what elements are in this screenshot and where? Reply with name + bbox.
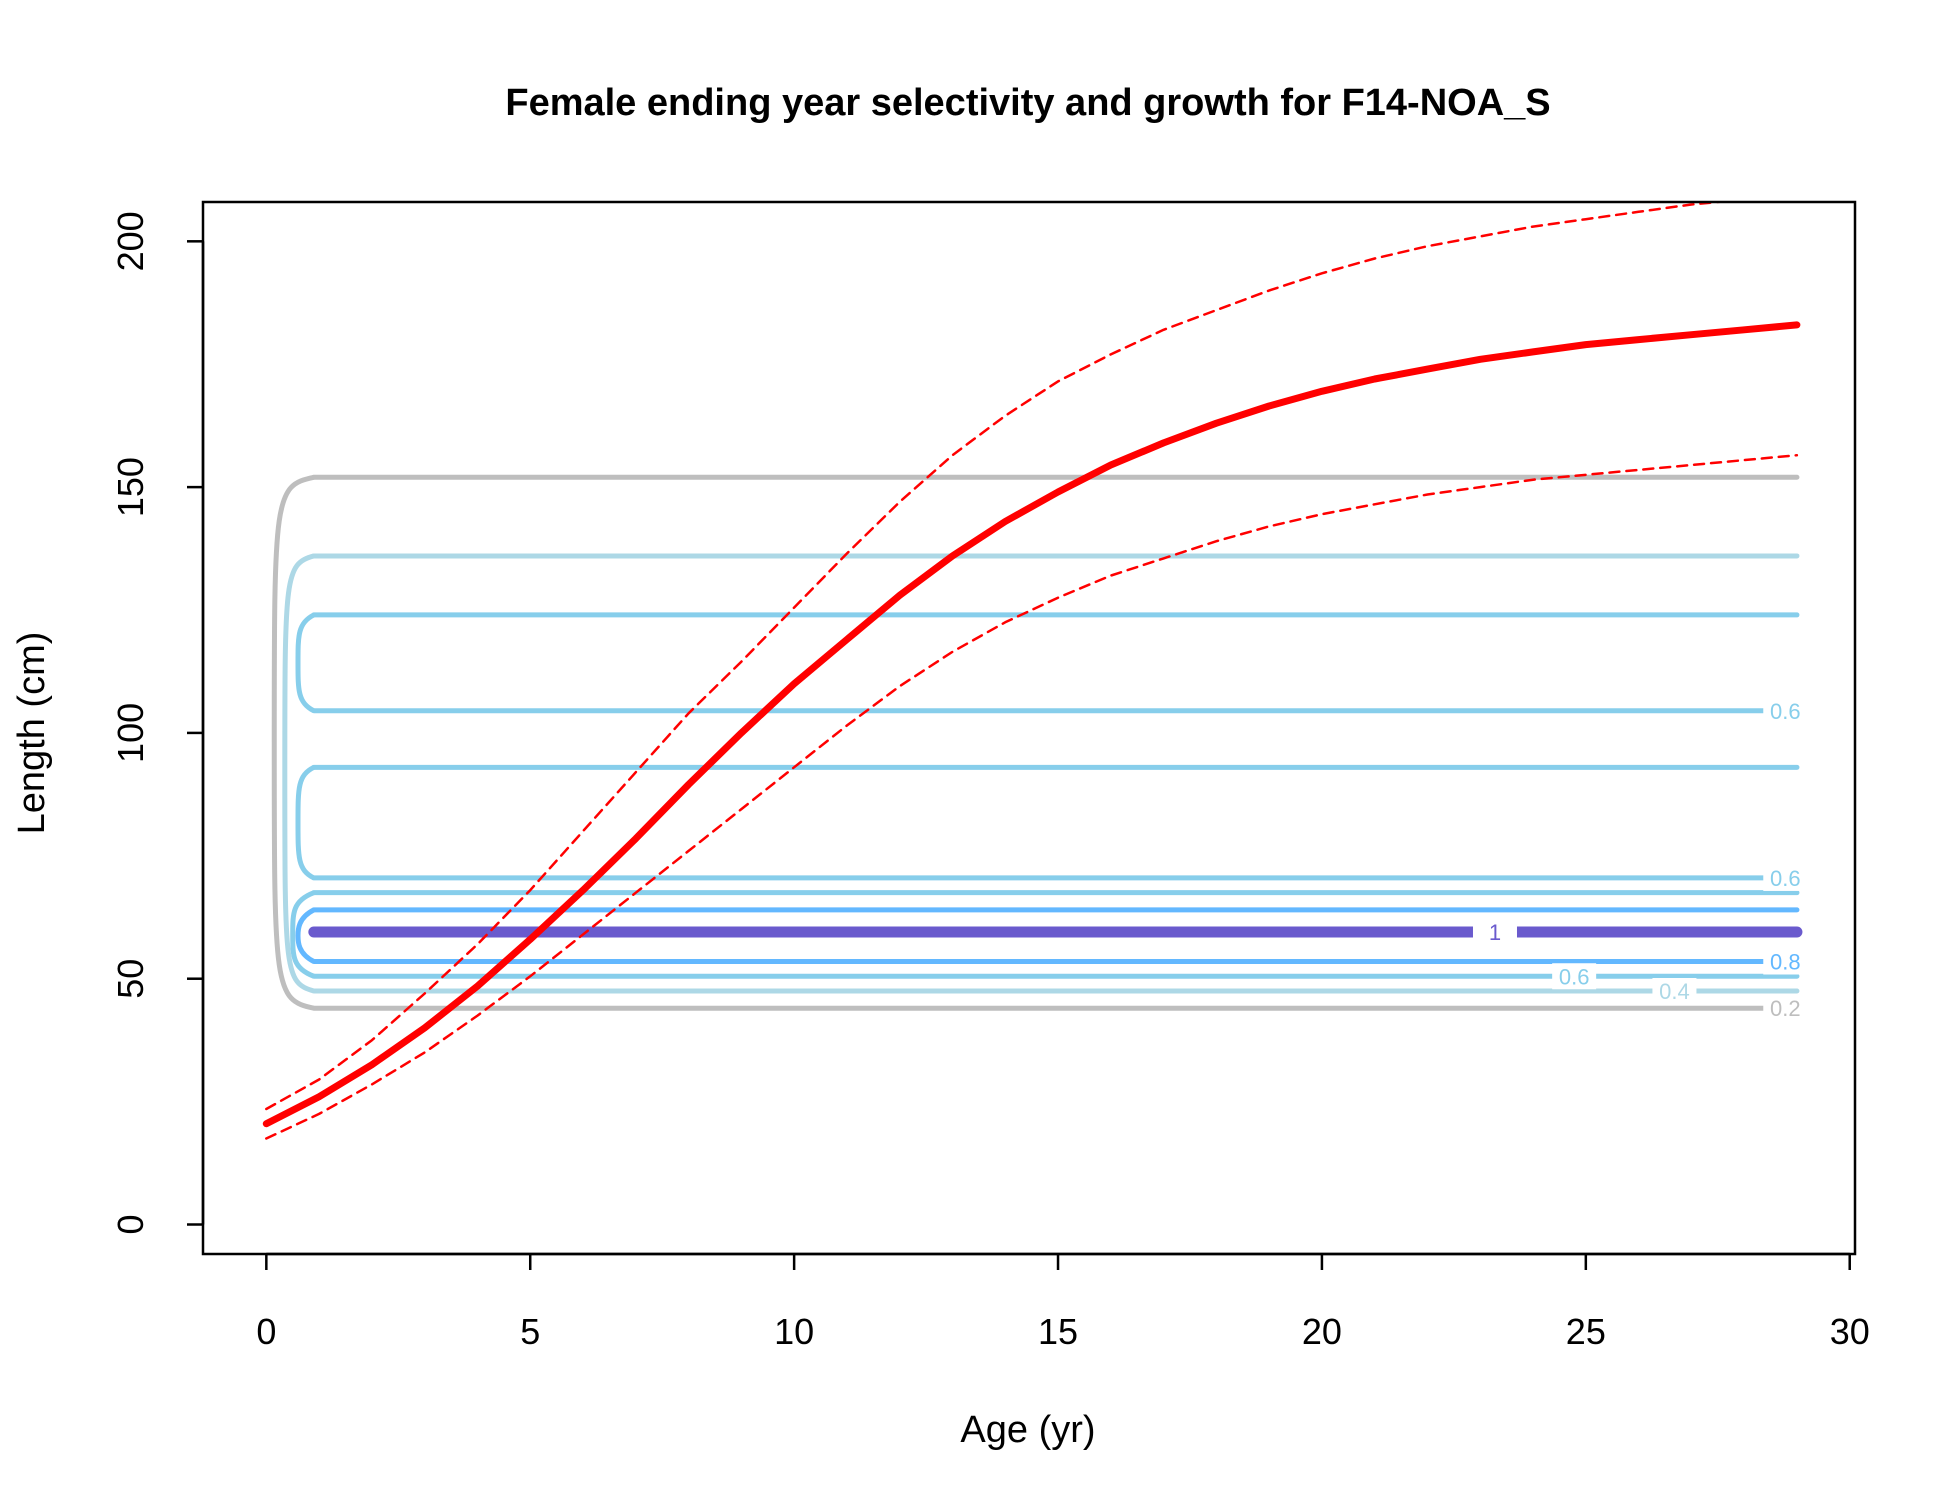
- contour-label: 0.4: [1659, 979, 1690, 1004]
- contour-labels: 0.6 0.6 0.8 0.6 0.4 0.2 1: [1472, 697, 1808, 1022]
- plot-layer: 0.6 0.6 0.8 0.6 0.4 0.2 1: [262, 202, 1808, 1140]
- contour-label: 0.6: [1770, 866, 1801, 891]
- contour-label: 0.6: [1770, 699, 1801, 724]
- contour-connector: [295, 765, 316, 881]
- contour-label-bg: [1552, 963, 1597, 990]
- contour-connector: [295, 612, 316, 714]
- contour-label-bg: [1763, 948, 1808, 975]
- growth-upper-line: [265, 202, 1732, 1111]
- y-tick-label: 150: [110, 457, 151, 517]
- plot-frame: [201, 200, 1857, 1256]
- contour-connector: [271, 474, 315, 1011]
- growth-mean-line: [262, 321, 1801, 1128]
- x-axis: 0 5 10 15 20 25 30: [256, 1252, 1870, 1352]
- contour-label-bg: [1763, 697, 1808, 724]
- contour-connector: [295, 907, 316, 964]
- chart-title: Female ending year selectivity and growt…: [505, 82, 1550, 124]
- x-tick-label: 10: [774, 1311, 814, 1352]
- x-tick-label: 0: [256, 1311, 276, 1352]
- y-axis-label: Length (cm): [11, 632, 53, 835]
- contour-label-bg: [1472, 919, 1517, 946]
- contour-label-bg: [1763, 864, 1808, 891]
- y-tick-label: 100: [110, 703, 151, 763]
- y-tick-label: 50: [110, 959, 151, 999]
- growth-curves: [262, 202, 1801, 1140]
- x-tick-label: 15: [1038, 1311, 1078, 1352]
- x-axis-label: Age (yr): [960, 1409, 1095, 1451]
- axis-layer: 0 5 10 15 20 25 30 0 50 100 150 200: [110, 211, 1870, 1352]
- selectivity-contours: [271, 474, 1803, 1011]
- contour-connector: [290, 890, 315, 979]
- x-tick-label: 5: [520, 1311, 540, 1352]
- clipped-marks: [262, 202, 1803, 1140]
- x-tick-label: 30: [1830, 1311, 1870, 1352]
- contour-label: 1: [1489, 920, 1501, 945]
- y-axis: 0 50 100 150 200: [110, 211, 205, 1235]
- growth-lower-line: [265, 453, 1799, 1140]
- x-tick-label: 25: [1566, 1311, 1606, 1352]
- contour-label-bg: [1652, 978, 1697, 1004]
- contour-connector: [282, 553, 315, 994]
- contour-label: 0.6: [1559, 964, 1590, 989]
- contour-label: 0.8: [1770, 950, 1801, 975]
- y-tick-label: 200: [110, 211, 151, 271]
- contour-label-bg: [1763, 995, 1808, 1022]
- contour-label: 0.2: [1770, 996, 1801, 1021]
- x-tick-label: 20: [1302, 1311, 1342, 1352]
- y-tick-label: 0: [110, 1214, 151, 1234]
